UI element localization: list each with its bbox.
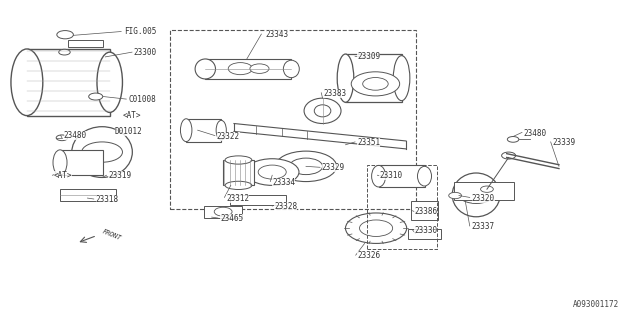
Circle shape bbox=[449, 192, 461, 199]
Bar bbox=[60, 189, 116, 201]
Circle shape bbox=[82, 142, 122, 162]
Text: D01012: D01012 bbox=[115, 127, 143, 136]
Bar bbox=[454, 182, 515, 200]
Circle shape bbox=[228, 63, 252, 75]
Text: 23480: 23480 bbox=[524, 129, 547, 138]
Circle shape bbox=[351, 72, 399, 96]
Bar bbox=[223, 160, 253, 185]
Bar bbox=[205, 59, 291, 79]
Text: FIG.005: FIG.005 bbox=[124, 27, 157, 36]
Text: 23300: 23300 bbox=[134, 48, 157, 57]
Text: 23312: 23312 bbox=[227, 194, 250, 203]
Text: 23320: 23320 bbox=[472, 194, 495, 203]
Circle shape bbox=[250, 64, 269, 73]
Text: 23309: 23309 bbox=[357, 52, 380, 61]
Circle shape bbox=[275, 151, 337, 181]
Circle shape bbox=[246, 159, 299, 185]
Bar bbox=[367, 165, 436, 249]
Circle shape bbox=[289, 158, 323, 175]
Text: 23328: 23328 bbox=[274, 202, 297, 211]
Circle shape bbox=[481, 186, 493, 192]
Bar bbox=[68, 40, 103, 47]
Bar bbox=[379, 165, 424, 187]
Ellipse shape bbox=[11, 49, 43, 116]
Ellipse shape bbox=[180, 119, 192, 142]
Text: <AT>: <AT> bbox=[122, 111, 141, 120]
Text: 23330: 23330 bbox=[414, 226, 437, 235]
Text: 23339: 23339 bbox=[552, 138, 576, 147]
Text: 23334: 23334 bbox=[272, 178, 295, 187]
Circle shape bbox=[508, 137, 519, 142]
Text: C01008: C01008 bbox=[129, 95, 157, 104]
Ellipse shape bbox=[304, 98, 341, 124]
Text: 23329: 23329 bbox=[322, 164, 345, 172]
Ellipse shape bbox=[53, 150, 67, 175]
Circle shape bbox=[89, 93, 102, 100]
Ellipse shape bbox=[225, 181, 252, 189]
Circle shape bbox=[59, 49, 70, 55]
Text: 23326: 23326 bbox=[357, 251, 380, 260]
Text: 23310: 23310 bbox=[380, 172, 403, 180]
Circle shape bbox=[360, 220, 393, 236]
Text: A093001172: A093001172 bbox=[573, 300, 620, 309]
Bar bbox=[170, 30, 415, 209]
Text: 23318: 23318 bbox=[96, 195, 119, 204]
Ellipse shape bbox=[372, 165, 386, 187]
Ellipse shape bbox=[72, 127, 132, 178]
Bar bbox=[60, 150, 103, 175]
Ellipse shape bbox=[452, 173, 500, 217]
Text: <AT>: <AT> bbox=[54, 172, 72, 180]
Text: 23351: 23351 bbox=[357, 138, 380, 147]
Circle shape bbox=[214, 207, 232, 216]
Circle shape bbox=[459, 186, 493, 204]
Text: 23337: 23337 bbox=[472, 222, 495, 231]
Text: 23465: 23465 bbox=[220, 214, 243, 223]
Circle shape bbox=[502, 152, 516, 159]
Bar bbox=[204, 206, 243, 218]
Bar bbox=[411, 201, 438, 220]
Ellipse shape bbox=[225, 156, 252, 164]
Text: 23383: 23383 bbox=[323, 89, 346, 98]
Circle shape bbox=[346, 213, 406, 244]
Bar bbox=[27, 49, 109, 116]
Text: 23343: 23343 bbox=[266, 30, 289, 39]
Bar bbox=[186, 119, 221, 142]
Ellipse shape bbox=[417, 166, 431, 186]
Bar bbox=[230, 195, 285, 205]
Bar bbox=[346, 54, 401, 102]
Text: 23319: 23319 bbox=[108, 172, 132, 180]
Ellipse shape bbox=[284, 60, 300, 78]
Text: 23480: 23480 bbox=[64, 131, 87, 140]
Circle shape bbox=[57, 31, 74, 39]
Ellipse shape bbox=[216, 120, 227, 140]
Circle shape bbox=[363, 77, 388, 90]
Bar bbox=[408, 228, 441, 239]
Text: 23322: 23322 bbox=[217, 132, 240, 141]
Ellipse shape bbox=[97, 52, 122, 112]
Circle shape bbox=[258, 165, 286, 179]
Ellipse shape bbox=[394, 56, 410, 101]
Ellipse shape bbox=[337, 54, 354, 102]
Text: FRONT: FRONT bbox=[101, 228, 122, 241]
Ellipse shape bbox=[195, 59, 216, 79]
Text: 23386: 23386 bbox=[414, 207, 437, 216]
Circle shape bbox=[56, 135, 68, 141]
Ellipse shape bbox=[314, 105, 331, 117]
